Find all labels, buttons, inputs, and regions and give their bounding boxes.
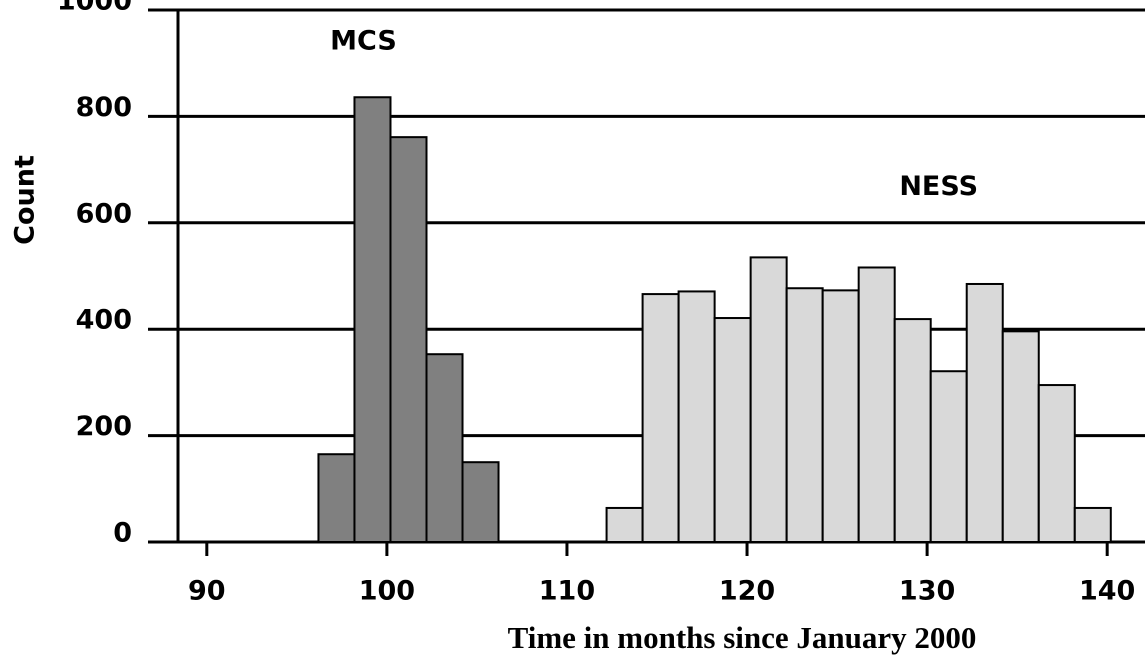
- y-tick-label: 1000: [57, 0, 132, 17]
- x-tick-label: 110: [539, 576, 595, 607]
- bar: [965, 282, 1004, 543]
- x-tick-label: 130: [899, 576, 955, 607]
- x-tick-label: 90: [188, 576, 226, 607]
- y-tick-label: 400: [76, 305, 132, 336]
- bar: [785, 287, 824, 543]
- bar: [389, 136, 428, 543]
- x-axis-label: Time in months since January 2000: [508, 620, 977, 655]
- x-tick-label: 140: [1079, 576, 1135, 607]
- x-tick-label: 100: [359, 576, 415, 607]
- bar: [605, 506, 644, 543]
- series-label: MCS: [330, 26, 397, 57]
- y-tick-label: 0: [113, 518, 132, 549]
- y-tick-label: 800: [76, 92, 132, 123]
- bar: [929, 370, 968, 543]
- bar: [461, 461, 500, 544]
- bar: [1073, 506, 1112, 543]
- bar: [317, 453, 356, 543]
- series-label: NESS: [899, 171, 978, 202]
- bar: [1037, 384, 1076, 543]
- bar: [677, 290, 716, 544]
- bar: [353, 96, 392, 544]
- y-axis-label: Count: [10, 155, 41, 245]
- y-tick-label: 600: [76, 198, 132, 229]
- bar: [749, 256, 788, 543]
- bar: [641, 293, 680, 544]
- bar: [821, 289, 860, 544]
- bar: [857, 266, 896, 543]
- x-tick-label: 120: [719, 576, 775, 607]
- bar: [893, 318, 932, 544]
- y-tick-label: 200: [76, 411, 132, 442]
- bar: [713, 317, 752, 544]
- bar: [425, 353, 464, 544]
- bar: [1001, 330, 1040, 543]
